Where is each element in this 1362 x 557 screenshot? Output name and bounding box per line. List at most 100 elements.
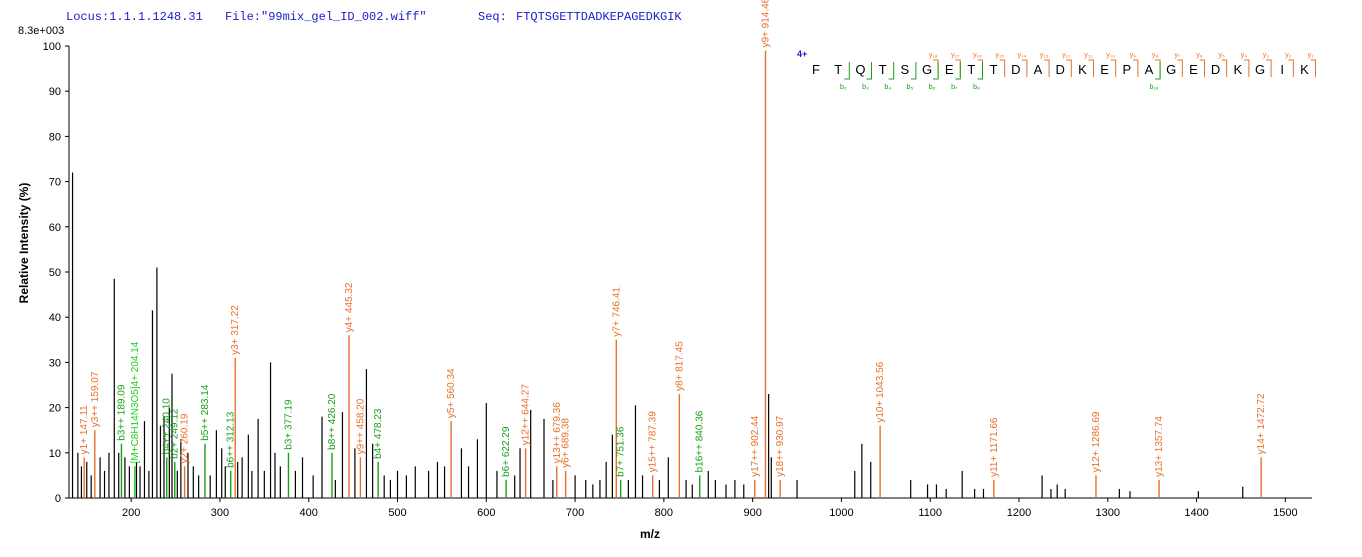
sequence-residue: Q xyxy=(855,62,865,77)
sequence-residue: D xyxy=(1211,62,1220,77)
sequence-residue: G xyxy=(1255,62,1265,77)
peak-label: b4+ 478.23 xyxy=(373,408,384,459)
peak-label: y14+ 1472.72 xyxy=(1256,393,1267,454)
b-fragment-bracket xyxy=(1155,62,1161,80)
b-fragment-bracket xyxy=(844,62,850,80)
x-tick-label: 1500 xyxy=(1273,507,1297,519)
x-tick-label: 700 xyxy=(566,507,584,519)
peak-label: y5+ 560.34 xyxy=(446,368,457,418)
x-tick-label: 300 xyxy=(211,507,229,519)
x-tick-label: 500 xyxy=(388,507,406,519)
y-ion-tag: y₁₃ xyxy=(1040,52,1049,59)
sequence-residue: F xyxy=(812,62,820,77)
y-fragment-bracket xyxy=(1199,59,1205,77)
y-fragment-bracket xyxy=(1066,59,1072,77)
peak-label: y15++ 787.39 xyxy=(648,411,659,473)
y-fragment-bracket xyxy=(1221,59,1228,77)
sequence-residue: P xyxy=(1122,62,1131,77)
sequence-residue: D xyxy=(1056,62,1065,77)
y-ion-tag: y₄ xyxy=(1241,52,1248,59)
x-tick-label: 600 xyxy=(477,507,495,519)
y-ion-tag: y₁₅ xyxy=(995,52,1004,59)
file-label: File:"99mix_gel_ID_002.wiff" xyxy=(225,10,427,24)
y-tick-label: 100 xyxy=(43,41,61,53)
b-fragment-bracket xyxy=(955,62,961,80)
x-tick-label: 200 xyxy=(122,507,140,519)
y-tick-label: 70 xyxy=(49,177,61,189)
y-fragment-bracket xyxy=(1310,59,1316,77)
y-fragment-bracket xyxy=(1088,59,1094,77)
y-ion-tag: y₁₄ xyxy=(1018,52,1027,59)
b-fragment-bracket xyxy=(977,62,983,80)
peak-label: y13+ 1357.74 xyxy=(1154,416,1165,477)
y-tick-label: 40 xyxy=(49,312,61,324)
b-ion-tag: b₁₆ xyxy=(1150,84,1159,91)
peak-label: y7+ 746.41 xyxy=(611,287,622,337)
peak-label: b3+ 377.19 xyxy=(283,399,294,450)
peak-label: b6++ 312.13 xyxy=(226,411,237,468)
sequence-residue: I xyxy=(1280,62,1284,77)
y-ion-tag: y₁₀ xyxy=(1106,52,1115,59)
y-ion-tag: y₁₆ xyxy=(973,52,982,59)
b-ion-tag: b₆ xyxy=(929,84,936,91)
y-fragment-bracket xyxy=(955,59,961,77)
peak-label: y9++ 458.20 xyxy=(355,398,366,454)
x-tick-label: 1000 xyxy=(829,507,853,519)
y-ion-tag: y₂ xyxy=(1285,52,1292,59)
peak-label: b4++ 240.10 xyxy=(162,398,173,455)
unassigned-peaks xyxy=(71,172,1244,498)
peak-label: [M+C8H14N3O5]4+ 204.14 xyxy=(130,341,141,463)
peak-label: y3++ 159.07 xyxy=(90,371,101,427)
y-fragment-bracket xyxy=(1288,59,1294,77)
y-fragment-bracket xyxy=(1044,59,1050,77)
peak-label: y4+ 445.32 xyxy=(344,282,355,332)
y-tick-label: 60 xyxy=(49,222,61,234)
y-ion-tag: y₁₁ xyxy=(1084,52,1093,59)
b-ion-tag: b₅ xyxy=(907,84,914,91)
sequence-residue: G xyxy=(1166,62,1176,77)
peak-label: y8+ 817.45 xyxy=(674,341,685,391)
peak-label: b5++ 283.14 xyxy=(200,384,211,441)
sequence-residue: T xyxy=(834,62,842,77)
peak-label: y12++ 644.27 xyxy=(521,384,532,446)
y-tick-label: 90 xyxy=(49,86,61,98)
y-fragment-bracket xyxy=(999,59,1006,77)
max-intensity-label: 8.3e+003 xyxy=(18,25,64,37)
peak-label: y12+ 1286.69 xyxy=(1091,411,1102,472)
y-fragment-bracket xyxy=(933,59,939,77)
y-fragment-bracket xyxy=(1177,59,1183,77)
charge-state-label: 4+ xyxy=(797,49,807,59)
peak-label: y9+ 914.46 xyxy=(760,0,771,48)
y-ticks: 0 10 20 30 40 50 60 70 80 90 100 xyxy=(43,41,69,505)
seq-value: FTQTSGETTDADKEPAGEDKGIK xyxy=(516,10,682,24)
sequence-residue: D xyxy=(1011,62,1020,77)
b-ion-tag: b₇ xyxy=(951,84,958,91)
x-ticks: 200 300 400 500 600 700 800 900 1000 1100 1200 1300… xyxy=(122,498,1298,519)
y-fragment-bracket xyxy=(977,59,983,77)
peak-label: y3+ 317.22 xyxy=(230,305,241,355)
y-ion-tag: y₇ xyxy=(1174,52,1181,59)
assigned-peaks xyxy=(83,50,1262,498)
seq-label: Seq: xyxy=(478,10,507,24)
y-fragment-bracket xyxy=(1021,59,1028,77)
y-ion-tag: y₁₂ xyxy=(1062,52,1071,59)
y-tick-label: 0 xyxy=(55,493,61,505)
y-tick-label: 20 xyxy=(49,403,61,415)
b-ion-tag: b₄ xyxy=(884,84,891,91)
y-fragment-bracket xyxy=(1110,59,1117,77)
sequence-residue: G xyxy=(922,62,932,77)
sequence-residue: K xyxy=(1078,62,1087,77)
peak-label: y18++ 930.97 xyxy=(775,415,786,477)
x-tick-label: 1200 xyxy=(1007,507,1031,519)
peak-label: b2+ 249.12 xyxy=(170,408,181,459)
peak-label: b16++ 840.36 xyxy=(695,410,706,472)
x-axis-title: m/z xyxy=(640,527,660,541)
sequence-residue: K xyxy=(1233,62,1242,77)
sequence-residue: E xyxy=(1100,62,1109,77)
y-tick-label: 50 xyxy=(49,267,61,279)
y-ion-tag: y₁₈ xyxy=(929,52,938,59)
y-ion-tag: y₉ xyxy=(1130,52,1137,59)
y-ion-tag: y₃ xyxy=(1263,52,1270,59)
